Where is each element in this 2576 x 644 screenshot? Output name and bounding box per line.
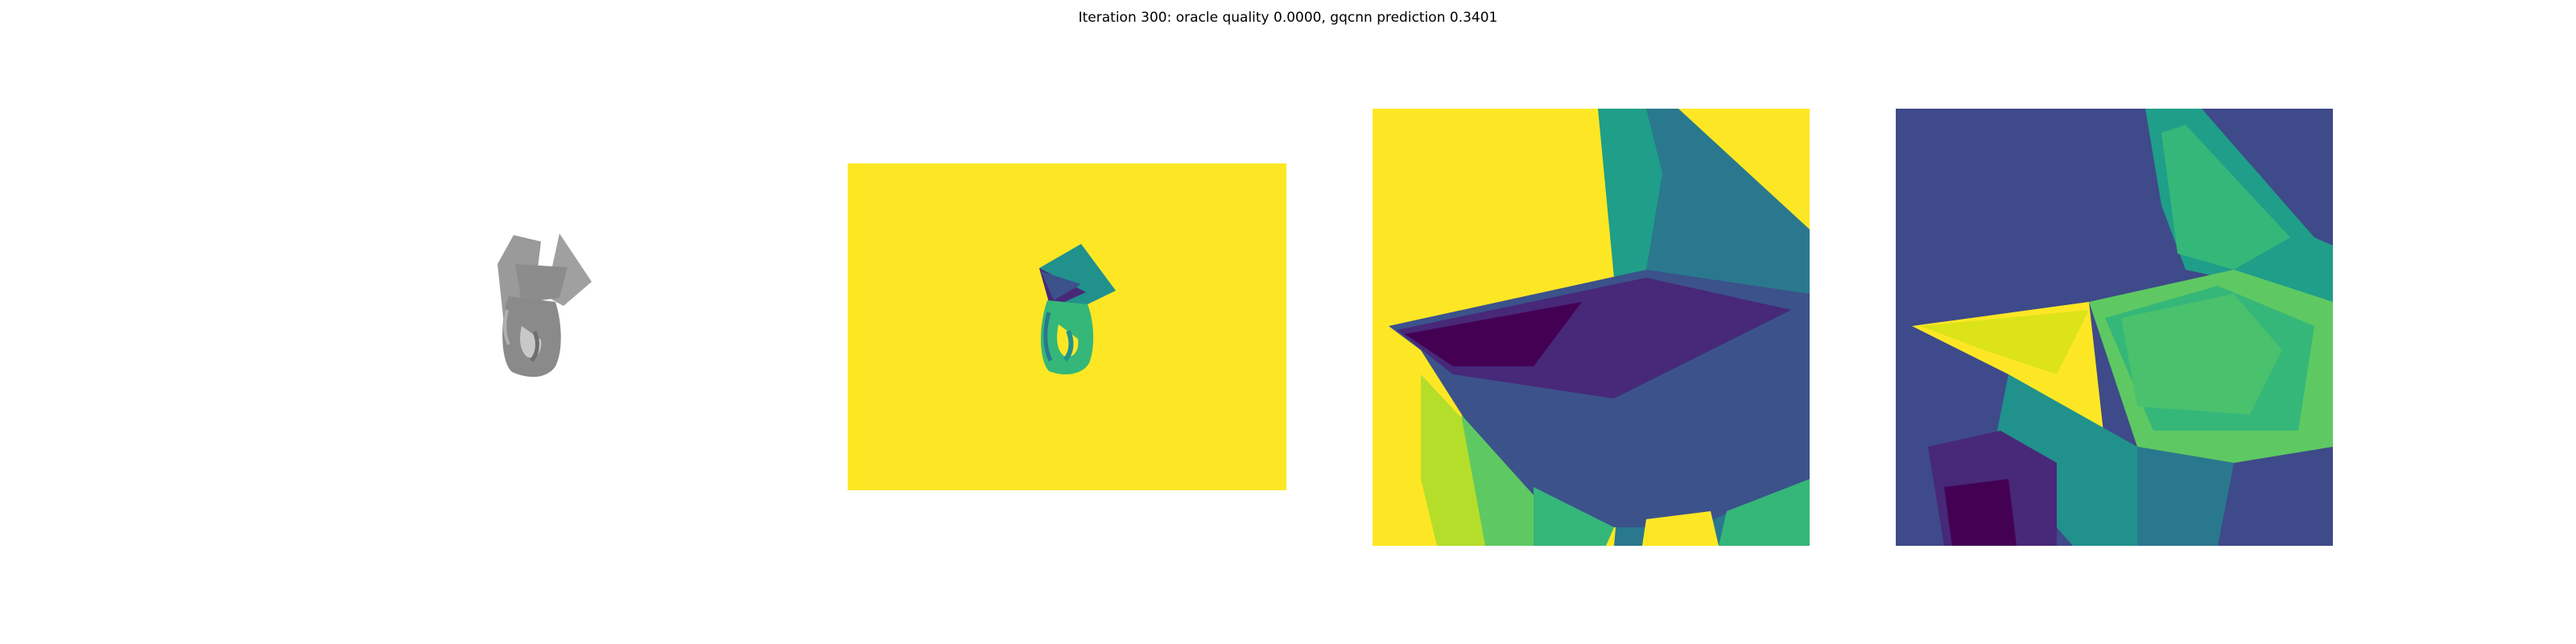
figure-suptitle: Iteration 300: oracle quality 0.0000, gq…	[0, 10, 2576, 26]
depth-image-panel	[848, 163, 1286, 490]
rendered-object-image	[451, 161, 676, 419]
gradient-crop-image	[1896, 109, 2333, 546]
depth-crop-panel	[1373, 109, 1810, 546]
rendered-object-panel	[451, 161, 676, 419]
gradient-crop-panel	[1896, 109, 2333, 546]
depth-crop-image	[1373, 109, 1810, 546]
depth-image	[848, 163, 1286, 490]
